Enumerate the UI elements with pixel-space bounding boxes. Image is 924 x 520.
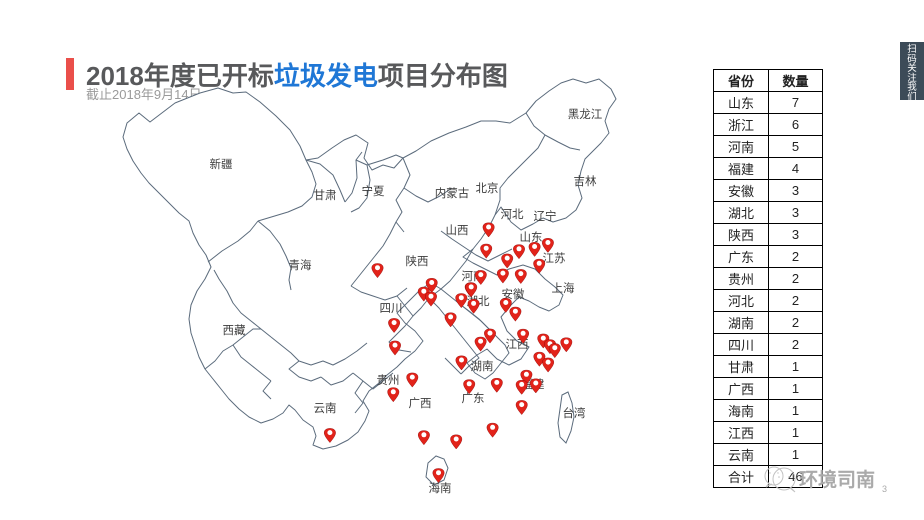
svg-text:甘肃: 甘肃 — [314, 189, 337, 202]
svg-text:陕西: 陕西 — [406, 254, 429, 268]
svg-text:广东: 广东 — [462, 392, 485, 405]
svg-text:环境司南: 环境司南 — [799, 468, 875, 491]
svg-text:海南: 海南 — [429, 481, 452, 495]
svg-text:3: 3 — [882, 484, 887, 494]
svg-text:新疆: 新疆 — [210, 157, 233, 171]
svg-text:广西: 广西 — [409, 397, 432, 410]
svg-text:西藏: 西藏 — [223, 324, 246, 337]
svg-text:河北: 河北 — [501, 208, 524, 221]
svg-text:云南: 云南 — [314, 401, 337, 415]
svg-text:黑龙江: 黑龙江 — [568, 108, 603, 121]
svg-text:四川: 四川 — [380, 302, 403, 315]
svg-text:吉林: 吉林 — [574, 174, 597, 188]
svg-text:山东: 山东 — [520, 231, 543, 244]
svg-text:江苏: 江苏 — [543, 252, 566, 265]
svg-text:北京: 北京 — [476, 181, 499, 195]
svg-text:内蒙古: 内蒙古 — [435, 186, 470, 200]
svg-text:湖南: 湖南 — [471, 359, 494, 373]
svg-text:辽宁: 辽宁 — [534, 209, 557, 223]
svg-text:贵州: 贵州 — [377, 374, 400, 387]
svg-text:宁夏: 宁夏 — [362, 184, 385, 198]
svg-text:青海: 青海 — [289, 258, 312, 272]
svg-text:上海: 上海 — [552, 281, 575, 295]
svg-text:台湾: 台湾 — [563, 406, 586, 420]
svg-text:山西: 山西 — [446, 224, 469, 237]
